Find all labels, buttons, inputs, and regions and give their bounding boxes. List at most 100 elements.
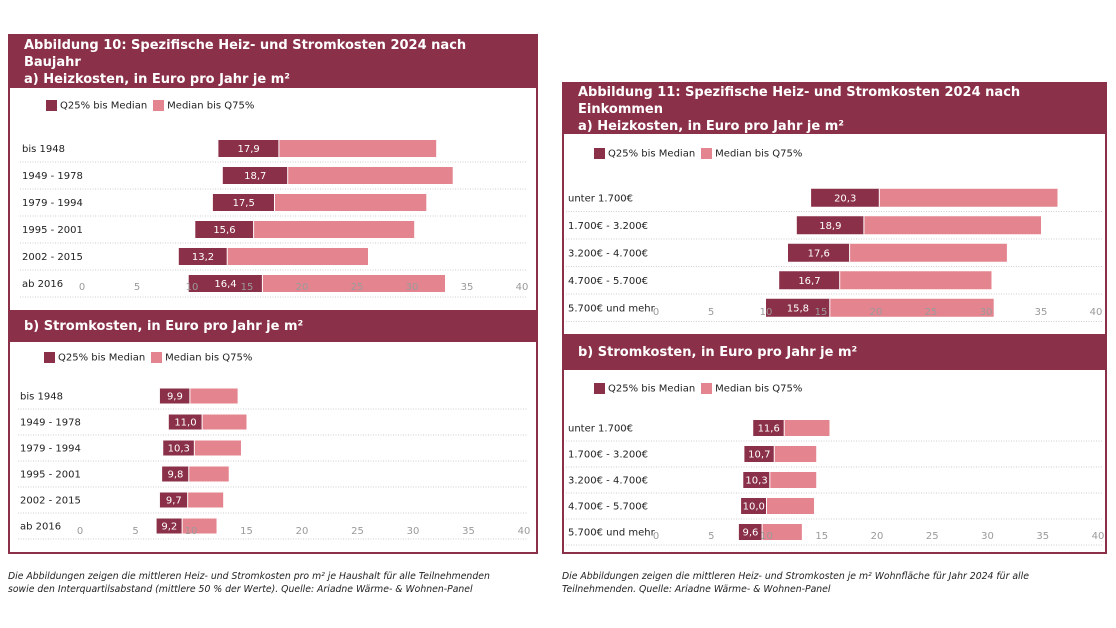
x-tick-label: 40 bbox=[518, 526, 531, 537]
x-tick-label: 25 bbox=[926, 531, 939, 542]
category-label: 1995 - 2001 bbox=[22, 225, 83, 236]
category-label: 1995 - 2001 bbox=[20, 470, 81, 481]
bar-q25-median bbox=[188, 275, 263, 292]
category-label: bis 1948 bbox=[22, 144, 65, 155]
bar-q25-median bbox=[178, 248, 228, 265]
legend-q25: Q25% bis Median bbox=[594, 148, 695, 160]
legend-q75: Median bis Q75% bbox=[701, 383, 802, 395]
bar-q25-median bbox=[222, 167, 288, 184]
category-label: 1949 - 1978 bbox=[22, 171, 83, 182]
legend-q25-swatch bbox=[46, 100, 57, 111]
figure-11-subtitle-b: b) Stromkosten, in Euro pro Jahr je m² bbox=[578, 344, 858, 360]
data-label: 10,3 bbox=[745, 476, 767, 487]
bar-q25-median bbox=[743, 472, 770, 488]
x-tick-label: 20 bbox=[870, 307, 883, 318]
bar-q25-median bbox=[163, 440, 195, 456]
x-tick-label: 10 bbox=[760, 307, 773, 318]
category-label: 1949 - 1978 bbox=[20, 418, 81, 429]
category-label: 5.700€ und mehr bbox=[568, 303, 656, 314]
category-label: 1979 - 1994 bbox=[20, 444, 81, 455]
data-label: 15,8 bbox=[787, 303, 809, 314]
legend-q75-swatch bbox=[701, 148, 713, 159]
x-tick-label: 20 bbox=[296, 526, 309, 537]
data-label: 10,7 bbox=[748, 450, 770, 461]
x-tick-label: 35 bbox=[462, 526, 475, 537]
x-tick-label: 35 bbox=[1035, 307, 1048, 318]
bar-q25-median bbox=[159, 388, 190, 404]
bar-q25-median bbox=[779, 271, 840, 290]
figure-11-note: Die Abbildungen zeigen die mittleren Hei… bbox=[562, 571, 1029, 595]
category-label: unter 1.700€ bbox=[568, 193, 633, 204]
bar-q25-median bbox=[766, 298, 830, 317]
legend-q25: Q25% bis Median bbox=[44, 352, 145, 364]
x-tick-label: 30 bbox=[980, 307, 993, 318]
bar-median-q75 bbox=[182, 518, 217, 534]
category-label: 2002 - 2015 bbox=[22, 252, 83, 263]
bar-q25-median bbox=[796, 216, 864, 235]
x-tick-label: 0 bbox=[77, 526, 83, 537]
x-tick-label: 10 bbox=[760, 531, 773, 542]
bar-median-q75 bbox=[194, 440, 241, 456]
bar-median-q75 bbox=[863, 216, 1041, 235]
legend-q75: Median bis Q75% bbox=[701, 148, 802, 160]
legend-q75: Median bis Q75% bbox=[151, 352, 252, 364]
data-label: 16,4 bbox=[214, 279, 236, 290]
chart-stromkosten-einkommen: unter 1.700€ 11,6 1.700€ - 3.200€ 10,7 3.200… bbox=[566, 420, 1105, 546]
legend-q25-swatch bbox=[594, 148, 605, 159]
data-label: 15,6 bbox=[213, 225, 235, 236]
bar-q25-median bbox=[212, 194, 275, 211]
figure-10-header: Abbildung 10: Spezifische Heiz- und Stro… bbox=[10, 36, 536, 88]
bar-median-q75 bbox=[253, 221, 415, 238]
data-label: 11,0 bbox=[174, 418, 196, 429]
bar-q25-median bbox=[811, 188, 880, 207]
bar-q25-median bbox=[168, 414, 203, 430]
x-tick-label: 15 bbox=[815, 307, 828, 318]
figure-10-subtitle-a: a) Heizkosten, in Euro pro Jahr je m² bbox=[24, 71, 290, 87]
x-tick-label: 5 bbox=[132, 526, 138, 537]
bar-median-q75 bbox=[879, 188, 1058, 207]
figure-10-subtitle-b: b) Stromkosten, in Euro pro Jahr je m² bbox=[24, 318, 304, 334]
data-label: 9,7 bbox=[166, 496, 182, 507]
category-label: 4.700€ - 5.700€ bbox=[568, 502, 648, 513]
category-label: unter 1.700€ bbox=[568, 424, 633, 435]
figure-10-panel: Abbildung 10: Spezifische Heiz- und Stro… bbox=[8, 34, 538, 554]
figure-11-header: Abbildung 11: Spezifische Heiz- und Stro… bbox=[564, 84, 1105, 134]
x-tick-label: 0 bbox=[79, 282, 85, 293]
bar-median-q75 bbox=[769, 472, 817, 488]
data-label: 9,9 bbox=[167, 392, 183, 403]
x-tick-label: 40 bbox=[1092, 531, 1105, 542]
data-label: 10,3 bbox=[168, 444, 190, 455]
figure-10-title: Abbildung 10: Spezifische Heiz- und Stro… bbox=[24, 37, 467, 70]
category-label: 3.200€ - 4.700€ bbox=[568, 248, 648, 259]
data-label: 18,7 bbox=[244, 171, 266, 182]
legend-q75-swatch bbox=[151, 352, 163, 363]
figure-11-header-b: b) Stromkosten, in Euro pro Jahr je m² bbox=[564, 334, 1105, 370]
legend-b: Q25% bis Median Median bis Q75% bbox=[44, 352, 252, 364]
data-label: 17,6 bbox=[808, 248, 830, 259]
x-tick-label: 20 bbox=[871, 531, 884, 542]
bar-median-q75 bbox=[762, 524, 802, 540]
bar-q25-median bbox=[218, 140, 279, 157]
legend-a: Q25% bis Median Median bis Q75% bbox=[594, 148, 802, 160]
data-label: 20,3 bbox=[834, 193, 856, 204]
category-label: 1979 - 1994 bbox=[22, 198, 83, 209]
data-label: 9,6 bbox=[743, 528, 759, 539]
data-label: 11,6 bbox=[758, 424, 780, 435]
x-tick-label: 0 bbox=[653, 531, 659, 542]
bar-median-q75 bbox=[189, 388, 238, 404]
legend-b: Q25% bis Median Median bis Q75% bbox=[594, 383, 802, 395]
legend-q75-swatch bbox=[153, 100, 165, 111]
bar-q25-median bbox=[744, 446, 775, 462]
category-label: ab 2016 bbox=[20, 522, 61, 533]
bar-q25-median bbox=[195, 221, 254, 238]
x-tick-label: 40 bbox=[516, 282, 529, 293]
data-label: 17,5 bbox=[233, 198, 255, 209]
x-tick-label: 35 bbox=[461, 282, 474, 293]
legend-q25-swatch bbox=[44, 352, 55, 363]
bar-median-q75 bbox=[839, 271, 992, 290]
x-tick-label: 30 bbox=[981, 531, 994, 542]
x-tick-label: 0 bbox=[653, 307, 659, 318]
bar-q25-median bbox=[156, 518, 183, 534]
x-tick-label: 25 bbox=[351, 526, 364, 537]
chart-heizkosten-baujahr: bis 1948 17,9 1949 - 1978 18,7 1979 - 1994 17… bbox=[20, 140, 529, 298]
